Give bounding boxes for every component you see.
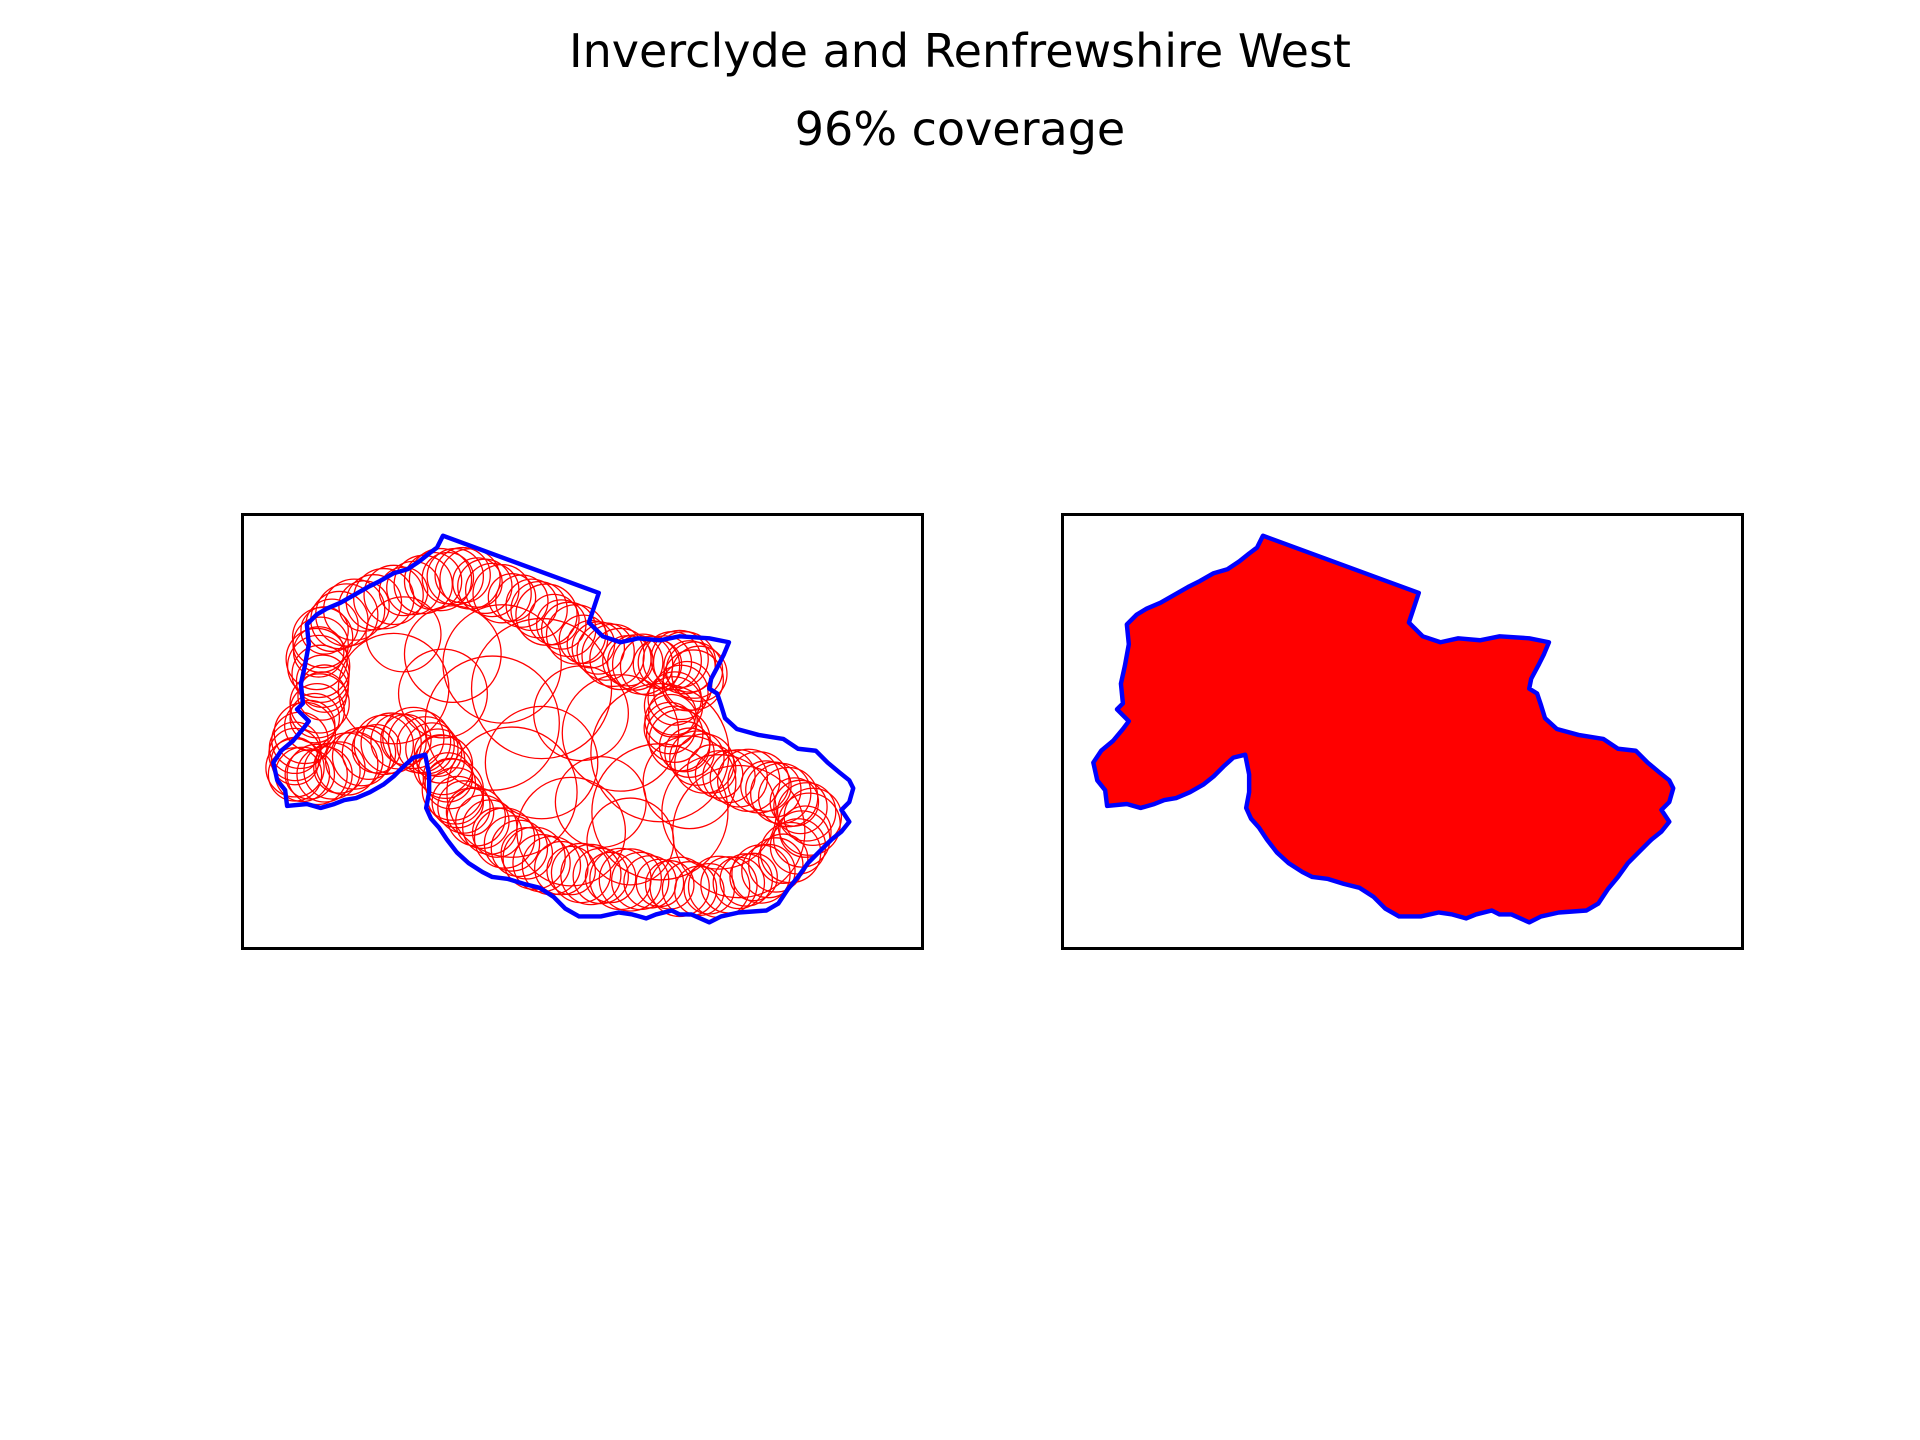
coverage-circle [424,655,560,791]
coverage-circle [378,566,429,617]
coverage-circle [653,664,709,721]
coverage-circle [619,635,681,697]
coverage-circle [776,782,837,842]
coverage-circle [741,843,796,899]
coverage-circle [470,617,613,760]
coverage-circle [709,749,769,808]
coverage-circle [745,761,802,818]
coverage-circle [490,819,549,878]
coverage-circle [331,726,392,787]
coverage-circle [661,861,718,917]
coverage-circle [712,856,766,910]
coverage-circle [719,853,773,907]
region-boundary [1091,533,1676,925]
coverage-circle [671,645,728,703]
coverage-circle [286,743,348,806]
coverage-circle [650,629,709,689]
coverage-circle [284,749,336,800]
coverage-circle [495,574,549,628]
coverage-circle [545,604,607,665]
coverage-circle [757,833,809,885]
coverage-circle [437,780,491,834]
coverage-circle [313,741,366,794]
coverage-circle [516,776,627,887]
coverage-circle [405,722,459,776]
coverage-circle [289,673,350,734]
coverage-circle [300,606,349,655]
coverage-circle [289,683,345,739]
coverage-circle [779,805,832,858]
coverage-circles-map [265,533,856,925]
coverage-circle [512,833,571,893]
coverage-circle [446,726,578,858]
coverage-circle [546,845,596,896]
coverage-circle [289,692,341,744]
coverage-circle [510,580,568,639]
coverage-circle [397,648,488,739]
coverage-circle [345,574,403,631]
coverage-circle [571,621,626,675]
coverage-circle [303,742,361,800]
coverage-circle [534,840,589,896]
coverage-circle [267,747,323,802]
coverage-circle [337,632,450,745]
coverage-circle [365,596,442,673]
coverage-circle [291,606,354,669]
coverage-circle [292,626,345,678]
coverage-circle [669,730,725,786]
figure-title: Inverclyde and Renfrewshire West [569,24,1351,78]
coverage-circle [471,807,523,858]
coverage-circle [484,705,599,820]
coverage-circle [642,735,737,830]
coverage-circle [561,674,680,792]
coverage-circle [413,728,463,778]
region-boundary [271,533,856,925]
coverage-circle [729,852,778,902]
coverage-circle [554,756,647,849]
coverage-circle [591,743,729,881]
coverage-circle [586,797,675,886]
coverage-circle [296,746,353,803]
coverage-circle [472,563,532,624]
coverage-circles [265,546,843,919]
coverage-circle [452,557,503,608]
coverage-circle [769,777,820,827]
coverage-circle [576,622,635,681]
coverage-circle [457,558,513,615]
coverage-circle [643,676,704,736]
coverage-union-map [1091,533,1676,925]
coverage-circle [773,779,828,835]
coverage-circle [403,605,502,704]
coverage-circle [483,815,541,872]
coverage-circle [434,546,491,604]
coverage-circle [663,640,716,693]
coverage-circle [652,631,717,695]
coverage-subtitle: 96% coverage [794,102,1126,156]
coverage-circle [408,547,473,612]
coverage-circle [500,827,554,880]
coverage-circle [686,744,737,794]
coverage-circle [740,760,792,812]
coverage-circle [386,560,441,616]
coverage-circle [590,683,730,823]
coverage-circle [338,580,390,632]
coverage-circles-panel [241,513,924,950]
coverage-circle [363,564,424,626]
coverage-circle [424,757,477,810]
coverage-circle [694,750,744,799]
coverage-circle [387,709,452,774]
coverage-union-panel [1061,513,1744,950]
coverage-circle [268,727,322,782]
